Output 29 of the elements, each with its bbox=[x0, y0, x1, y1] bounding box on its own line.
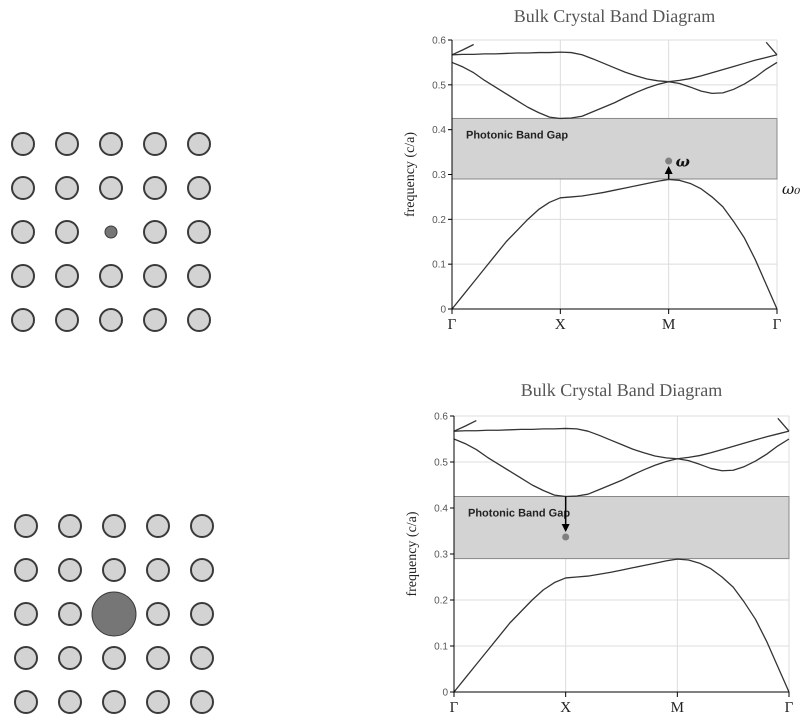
x-tick-label: Γ bbox=[784, 700, 794, 716]
y-tick-label: 0.3 bbox=[434, 550, 448, 560]
y-tick-label: 0.4 bbox=[434, 504, 448, 514]
y-tick-label: 0.6 bbox=[434, 412, 448, 422]
x-tick-label: M bbox=[662, 317, 676, 333]
annotation: ω bbox=[676, 152, 690, 170]
x-tick-label: Γ bbox=[772, 317, 782, 333]
y-tick-label: 0.1 bbox=[434, 642, 448, 652]
band-label: Photonic Band Gap bbox=[466, 129, 568, 142]
text: ω₀ bbox=[782, 180, 800, 198]
x-tick-label: Γ bbox=[450, 700, 459, 716]
y-tick-label: 0.2 bbox=[434, 596, 448, 606]
y-tick-label: 0.4 bbox=[432, 125, 446, 136]
y-tick-label: 0.5 bbox=[432, 80, 446, 92]
y-tick-label: 0.1 bbox=[432, 260, 446, 271]
y-tick-label: 0.6 bbox=[432, 36, 446, 46]
x-tick-label: Γ bbox=[448, 317, 457, 333]
y-tick-label: 0.5 bbox=[434, 458, 448, 468]
y-tick-label: 0.3 bbox=[432, 170, 446, 181]
y-tick-label: 0 bbox=[442, 688, 448, 698]
y-axis-title: frequency (c/a) bbox=[405, 511, 420, 597]
y-axis-title: frequency (c/a) bbox=[403, 132, 418, 218]
chart-title: Bulk Crystal Band Diagram bbox=[514, 6, 716, 26]
x-tick-label: M bbox=[670, 700, 684, 716]
chart-title: Bulk Crystal Band Diagram bbox=[520, 380, 722, 400]
y-tick-label: 0 bbox=[440, 304, 446, 316]
y-tick-label: 0.2 bbox=[432, 214, 446, 226]
x-tick-label: X bbox=[554, 317, 566, 333]
x-tick-label: X bbox=[560, 700, 572, 716]
